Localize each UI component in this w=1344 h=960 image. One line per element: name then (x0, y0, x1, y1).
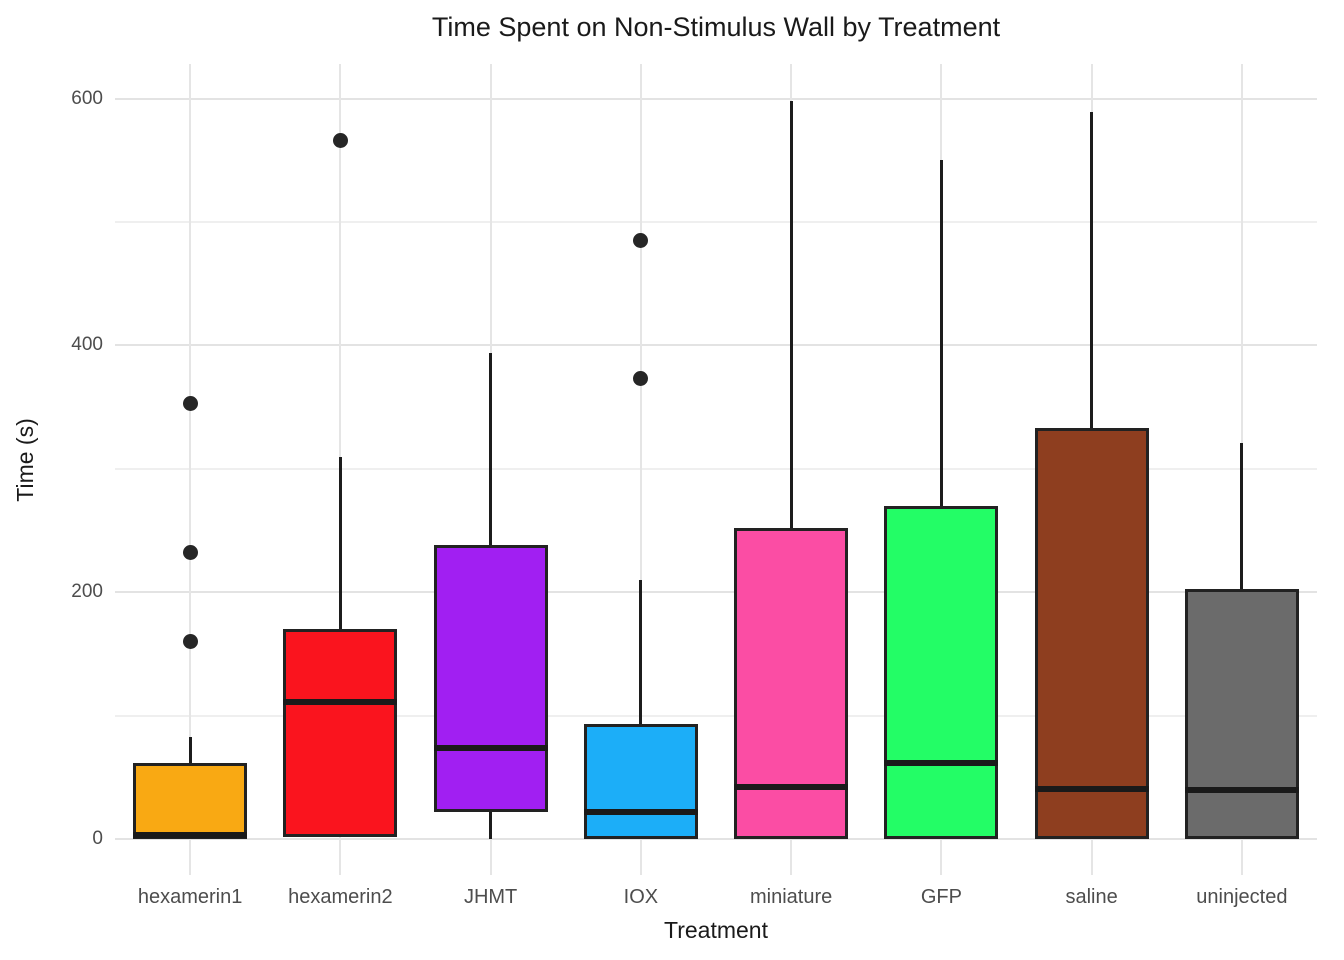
box-GFP (884, 505, 999, 840)
gridline-minor (115, 468, 1317, 470)
median-GFP (884, 759, 999, 766)
x-tick-label: miniature (749, 886, 833, 908)
gridline-vertical (639, 64, 642, 875)
outlier-point (182, 545, 198, 561)
outlier-point (332, 133, 348, 149)
x-tick-label: hexamerin1 (137, 886, 243, 908)
box-uninjected (1184, 588, 1299, 840)
x-axis-title: Treatment (664, 917, 768, 943)
upper-whisker (789, 101, 793, 529)
box-IOX (583, 724, 698, 840)
chart-title: Time Spent on Non-Stimulus Wall by Treat… (431, 12, 1001, 42)
median-hexamerin1 (133, 832, 248, 839)
box-hexamerin2 (283, 629, 398, 837)
gridline-major (115, 838, 1317, 841)
median-uninjected (1184, 786, 1299, 793)
gridline-minor (115, 221, 1317, 223)
outlier-point (182, 395, 198, 411)
median-IOX (583, 809, 698, 816)
y-tick-label: 600 (71, 87, 103, 109)
gridline-minor (115, 715, 1317, 717)
upper-whisker (939, 160, 943, 506)
y-tick-label: 0 (92, 828, 103, 850)
gridline-major (115, 591, 1317, 594)
y-axis-title: Time (s) (12, 418, 38, 502)
gridline-vertical (189, 64, 192, 875)
gridline-major (115, 97, 1317, 100)
median-hexamerin2 (283, 699, 398, 706)
box-hexamerin1 (133, 762, 248, 840)
upper-whisker (639, 579, 643, 725)
y-tick-label: 400 (71, 334, 103, 356)
x-tick-label: uninjected (1196, 886, 1288, 908)
outlier-point (633, 371, 649, 387)
gridline-major (115, 344, 1317, 347)
outlier-point (182, 634, 198, 650)
plot-panel (115, 64, 1317, 875)
box-miniature (734, 528, 849, 840)
lower-whisker (489, 812, 493, 840)
outlier-point (633, 233, 649, 249)
upper-whisker (188, 736, 192, 763)
upper-whisker (489, 352, 493, 546)
y-tick-label: 200 (71, 581, 103, 603)
x-tick-label: hexamerin2 (288, 886, 393, 908)
x-tick-label: IOX (623, 886, 659, 908)
box-saline (1034, 428, 1149, 840)
upper-whisker (338, 456, 342, 630)
upper-whisker (1090, 112, 1094, 429)
x-tick-label: JHMT (463, 886, 518, 908)
upper-whisker (1240, 442, 1244, 589)
box-JHMT (433, 545, 548, 813)
x-tick-label: GFP (920, 886, 962, 908)
x-tick-label: saline (1065, 886, 1118, 908)
median-JHMT (433, 744, 548, 751)
median-miniature (734, 784, 849, 791)
median-saline (1034, 785, 1149, 792)
